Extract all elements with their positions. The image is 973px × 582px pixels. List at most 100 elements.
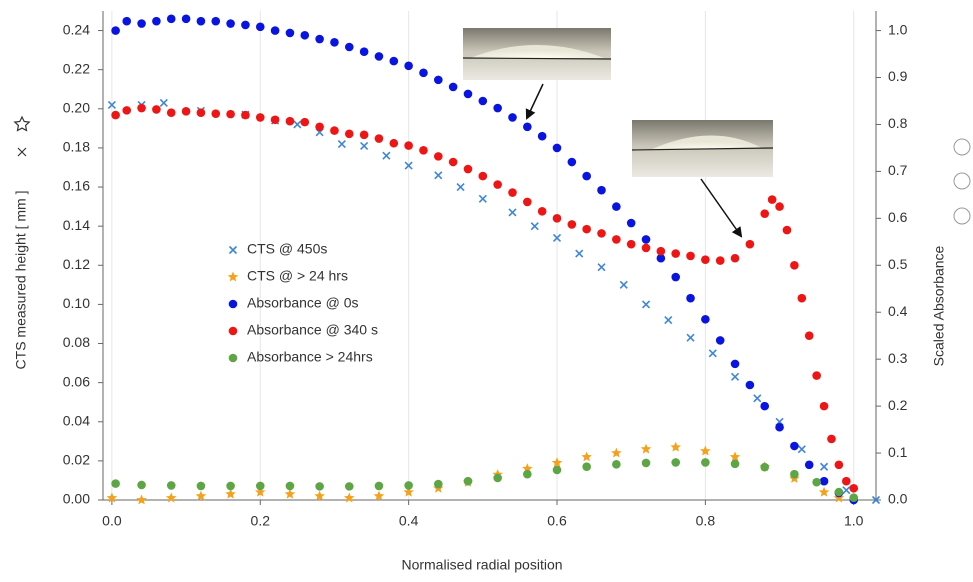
- x-tick-label: 0.8: [696, 513, 716, 529]
- point: [582, 171, 591, 181]
- point: [701, 255, 710, 264]
- point: [612, 202, 621, 211]
- point: [226, 109, 235, 119]
- point: [812, 477, 821, 487]
- y-tick-label: 0.00: [63, 491, 90, 507]
- point: [137, 103, 146, 113]
- y-tick-label: 0.22: [63, 60, 90, 76]
- point: [359, 130, 369, 140]
- y-tick-label: 0.20: [63, 100, 90, 116]
- point: [196, 481, 206, 491]
- point: [463, 164, 473, 174]
- point: [241, 20, 250, 30]
- point: [871, 495, 881, 505]
- point: [782, 225, 792, 235]
- point: [255, 22, 265, 32]
- point: [152, 105, 161, 114]
- arrow: [525, 83, 544, 120]
- point: [166, 108, 176, 118]
- point: [597, 185, 606, 195]
- point: [463, 89, 473, 99]
- point: [612, 235, 621, 244]
- point: [285, 481, 295, 491]
- y2-tick-label: 0.0: [888, 491, 908, 507]
- point: [434, 171, 443, 180]
- point: [715, 336, 725, 345]
- point: [708, 349, 717, 358]
- point: [255, 486, 266, 497]
- point: [374, 134, 384, 143]
- point: [664, 315, 673, 325]
- point: [582, 462, 591, 471]
- point: [314, 490, 325, 501]
- point: [448, 157, 458, 167]
- point: [434, 479, 443, 489]
- point: [656, 246, 666, 256]
- point: [166, 481, 176, 490]
- point: [745, 380, 755, 390]
- point: [819, 476, 829, 486]
- legend-marker: [228, 299, 238, 309]
- point: [270, 26, 280, 35]
- point: [478, 171, 488, 181]
- point: [552, 233, 562, 242]
- radio[interactable]: [953, 172, 971, 190]
- radio[interactable]: [953, 207, 971, 225]
- y-tick-label: 0.12: [63, 256, 90, 272]
- point: [812, 371, 821, 380]
- point: [671, 458, 681, 467]
- y2-tick-label: 0.2: [888, 397, 908, 413]
- point: [389, 56, 399, 66]
- point: [181, 14, 191, 24]
- point: [478, 96, 488, 106]
- point: [671, 249, 681, 258]
- point: [790, 441, 799, 451]
- point: [270, 115, 280, 125]
- point: [790, 260, 799, 270]
- point: [166, 14, 176, 24]
- point: [196, 16, 206, 26]
- arrow: [700, 178, 743, 238]
- point: [211, 109, 221, 118]
- point: [359, 47, 369, 56]
- inset-images: [462, 28, 774, 238]
- point: [640, 443, 652, 454]
- point: [552, 465, 562, 475]
- point: [729, 451, 741, 462]
- point: [315, 122, 324, 132]
- point: [122, 106, 132, 115]
- point: [330, 38, 339, 47]
- point: [775, 422, 784, 432]
- point: [344, 42, 354, 52]
- point: [226, 481, 235, 491]
- point: [730, 459, 740, 469]
- point: [626, 218, 636, 228]
- point: [285, 116, 295, 126]
- point: [641, 243, 651, 253]
- x-tick-label: 0.6: [547, 513, 567, 529]
- point: [641, 300, 651, 309]
- point: [434, 75, 443, 85]
- point: [842, 476, 851, 486]
- point: [567, 157, 577, 167]
- x-axis-label: Normalised radial position: [401, 557, 562, 573]
- baseline: [462, 57, 612, 60]
- point: [111, 110, 120, 120]
- point: [842, 486, 851, 495]
- point: [225, 488, 236, 499]
- radio[interactable]: [953, 138, 971, 156]
- point: [819, 401, 829, 411]
- radio-buttons[interactable]: [953, 138, 971, 225]
- point: [255, 113, 265, 122]
- point: [730, 372, 740, 381]
- point: [686, 293, 695, 303]
- legend-marker: [228, 326, 238, 336]
- point: [730, 359, 740, 369]
- point: [582, 224, 591, 234]
- point: [166, 492, 177, 503]
- point: [567, 220, 577, 229]
- y2-tick-label: 0.4: [888, 303, 908, 319]
- point: [820, 462, 829, 471]
- y-tick-label: 0.04: [63, 412, 90, 428]
- point: [612, 460, 621, 469]
